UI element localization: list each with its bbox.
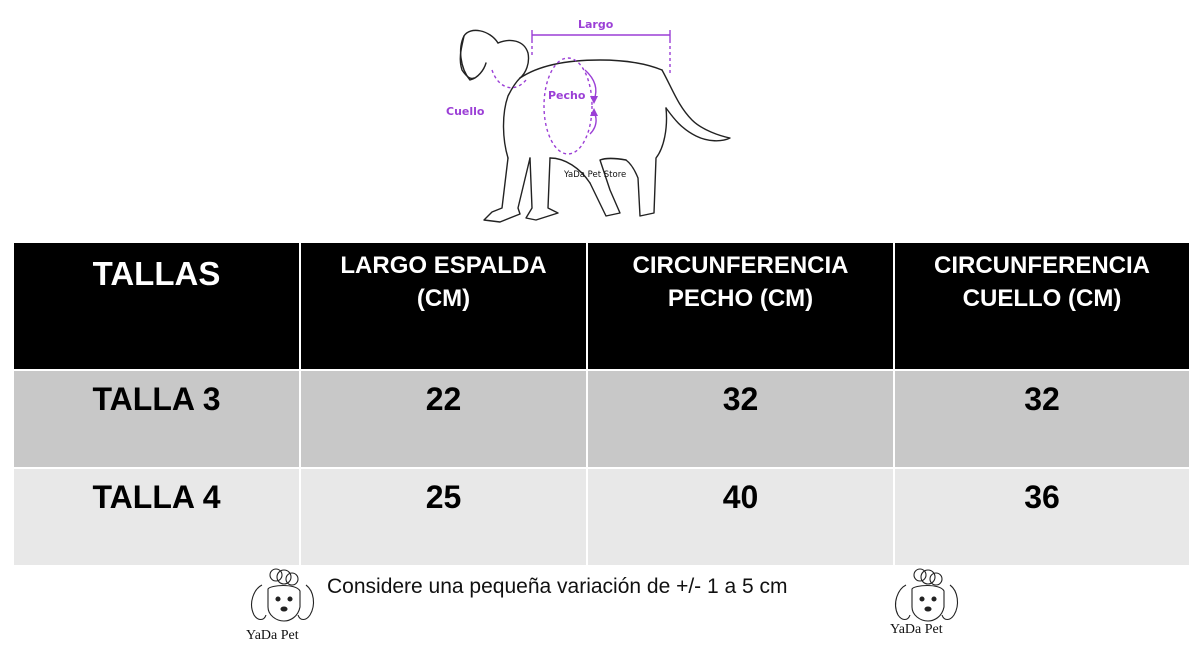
header-chest-line1: CIRCUNFERENCIA: [632, 252, 849, 279]
logo-text: YaDa Pet: [246, 628, 299, 643]
table-row: TALLA 3 22 32 32: [12, 369, 1191, 469]
neck-cell: 32: [893, 369, 1191, 469]
header-back-length-line1: LARGO ESPALDA: [340, 252, 547, 279]
header-neck-line1: CIRCUNFERENCIA: [934, 252, 1150, 279]
neck-cell: 36: [893, 467, 1191, 567]
size-cell: TALLA 3: [12, 369, 301, 469]
header-chest: CIRCUNFERENCIA PECHO (CM): [586, 241, 895, 371]
logo-text: YaDa Pet: [890, 622, 943, 637]
poodle-icon: YaDa Pet: [246, 568, 315, 643]
brand-logo-left: YaDa Pet: [240, 563, 320, 643]
store-watermark: YaDa Pet Store: [563, 170, 626, 180]
brand-logo-right: YaDa Pet: [884, 563, 964, 643]
back-length-cell: 25: [299, 467, 588, 567]
header-back-length: LARGO ESPALDA (CM): [299, 241, 588, 371]
size-cell: TALLA 4: [12, 467, 301, 567]
dog-outline-icon: Largo Pecho Cuello YaDa Pet Store: [446, 18, 731, 223]
header-sizes: TALLAS: [12, 241, 301, 371]
header-neck: CIRCUNFERENCIA CUELLO (CM): [893, 241, 1191, 371]
chest-cell: 32: [586, 369, 895, 469]
table-row: TALLA 4 25 40 36: [12, 467, 1191, 567]
poodle-icon: YaDa Pet: [890, 568, 959, 637]
size-table: TALLAS LARGO ESPALDA (CM) CIRCUNFERENCIA…: [12, 241, 1191, 567]
table-header-row: TALLAS LARGO ESPALDA (CM) CIRCUNFERENCIA…: [12, 241, 1191, 371]
variation-note: Considere una pequeña variación de +/- 1…: [327, 575, 788, 598]
dog-measurement-diagram: Largo Pecho Cuello YaDa Pet Store: [440, 8, 740, 236]
chest-label: Pecho: [548, 89, 586, 102]
chest-cell: 40: [586, 467, 895, 567]
neck-label: Cuello: [446, 105, 485, 118]
header-sizes-text: TALLAS: [92, 255, 221, 292]
header-back-length-line2: (CM): [416, 285, 471, 312]
back-length-cell: 22: [299, 369, 588, 469]
length-label: Largo: [578, 18, 614, 31]
header-neck-line2: CUELLO (CM): [962, 285, 1122, 312]
header-chest-line2: PECHO (CM): [667, 285, 814, 312]
